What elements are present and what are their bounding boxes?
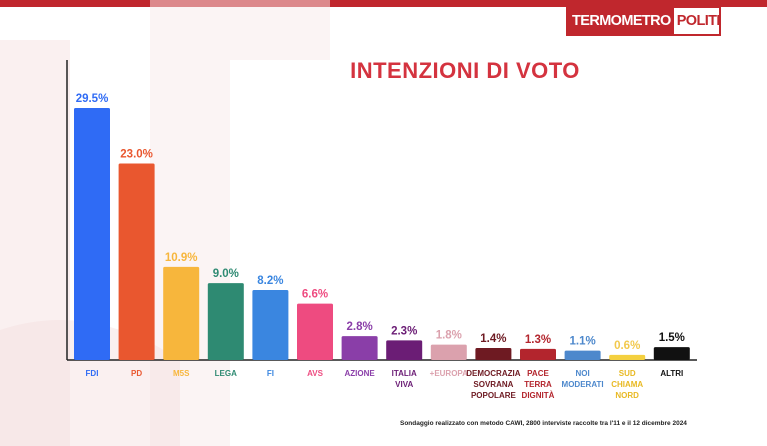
x-tick-label: SUD — [619, 369, 636, 378]
bar-pd — [118, 163, 155, 360]
x-tick-label: ITALIA — [392, 369, 417, 378]
bar-italia-viva — [386, 340, 423, 360]
data-label: 1.3% — [525, 334, 551, 346]
bar-europa — [430, 344, 467, 360]
data-label: 0.6% — [614, 340, 640, 352]
bar-noi-moderati — [564, 350, 601, 360]
data-label: 2.3% — [391, 325, 417, 337]
x-tick-label: TERRA — [524, 380, 552, 389]
termometro-politico-logo: TERMOMETRO POLITICO — [566, 6, 721, 36]
bar-sud-chiama-nord — [609, 354, 646, 360]
x-tick-label: AVS — [307, 369, 324, 378]
x-tick-label: LEGA — [215, 369, 237, 378]
data-label: 29.5% — [76, 93, 109, 105]
top-accent-bar — [0, 0, 767, 7]
data-label: 9.0% — [213, 268, 239, 280]
logo-text-left: TERMOMETRO — [568, 8, 674, 34]
x-tick-label: AZIONE — [344, 369, 375, 378]
x-tick-label: MODERATI — [562, 380, 604, 389]
x-tick-label: M5S — [173, 369, 190, 378]
x-tick-label: SOVRANA — [473, 380, 513, 389]
x-tick-label: ALTRI — [660, 369, 683, 378]
x-tick-label: VIVA — [395, 380, 413, 389]
bar-altri — [653, 347, 690, 360]
data-label: 8.2% — [257, 275, 283, 287]
data-label: 1.4% — [480, 333, 506, 345]
x-tick-label: PACE — [527, 369, 549, 378]
data-label: 6.6% — [302, 289, 328, 301]
bar-m5s — [163, 266, 200, 360]
bar-democrazia-sovrana-popolare — [475, 348, 512, 360]
x-tick-label: PD — [131, 369, 142, 378]
chart-title: INTENZIONI DI VOTO — [350, 58, 580, 83]
x-tick-label: +EUROPA — [430, 369, 469, 378]
x-tick-label: DIGNITÀ — [522, 391, 555, 400]
data-label: 1.5% — [659, 332, 685, 344]
data-label: 1.1% — [569, 336, 595, 348]
bar-azione — [341, 336, 378, 360]
data-label: 23.0% — [120, 149, 153, 161]
data-label: 1.8% — [436, 330, 462, 342]
x-tick-label: DEMOCRAZIA — [466, 369, 520, 378]
bar-fdi — [74, 108, 110, 360]
x-tick-label: CHIAMA — [611, 380, 643, 389]
chart-footnote: Sondaggio realizzato con metodo CAWI, 28… — [400, 420, 687, 427]
x-tick-label: FDI — [86, 369, 99, 378]
bar-avs — [297, 303, 333, 360]
x-tick-label: FI — [267, 369, 274, 378]
x-tick-label: POPOLARE — [471, 391, 517, 400]
data-label: 2.8% — [346, 321, 372, 333]
bar-fi — [252, 289, 289, 360]
bar-lega — [207, 283, 244, 360]
bar-pace-terra-dignit — [520, 348, 556, 360]
x-tick-label: NORD — [615, 391, 639, 400]
logo-text-right: POLITICO — [676, 13, 720, 29]
x-tick-label: NOI — [575, 369, 589, 378]
data-label: 10.9% — [165, 252, 198, 264]
